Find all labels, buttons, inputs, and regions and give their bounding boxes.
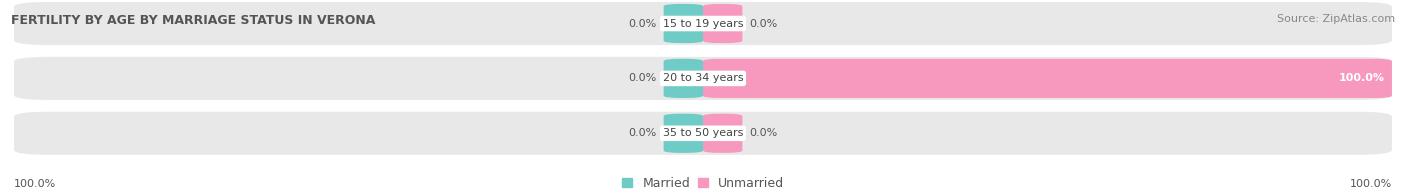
Text: 0.0%: 0.0% xyxy=(628,18,657,29)
FancyBboxPatch shape xyxy=(703,114,742,153)
FancyBboxPatch shape xyxy=(703,59,1392,98)
Text: 20 to 34 years: 20 to 34 years xyxy=(662,73,744,83)
Text: 0.0%: 0.0% xyxy=(628,73,657,83)
Text: 0.0%: 0.0% xyxy=(628,128,657,138)
FancyBboxPatch shape xyxy=(14,112,1392,155)
Text: 100.0%: 100.0% xyxy=(1350,179,1392,189)
FancyBboxPatch shape xyxy=(14,57,1392,100)
Legend: Married, Unmarried: Married, Unmarried xyxy=(623,177,783,190)
Text: 100.0%: 100.0% xyxy=(14,179,56,189)
Text: FERTILITY BY AGE BY MARRIAGE STATUS IN VERONA: FERTILITY BY AGE BY MARRIAGE STATUS IN V… xyxy=(11,14,375,27)
Text: 15 to 19 years: 15 to 19 years xyxy=(662,18,744,29)
Text: 100.0%: 100.0% xyxy=(1339,73,1385,83)
FancyBboxPatch shape xyxy=(14,2,1392,45)
FancyBboxPatch shape xyxy=(664,59,703,98)
FancyBboxPatch shape xyxy=(664,114,703,153)
Text: 0.0%: 0.0% xyxy=(749,128,778,138)
FancyBboxPatch shape xyxy=(664,4,703,43)
Text: 35 to 50 years: 35 to 50 years xyxy=(662,128,744,138)
FancyBboxPatch shape xyxy=(703,4,742,43)
Text: 0.0%: 0.0% xyxy=(749,18,778,29)
Text: Source: ZipAtlas.com: Source: ZipAtlas.com xyxy=(1277,14,1395,24)
